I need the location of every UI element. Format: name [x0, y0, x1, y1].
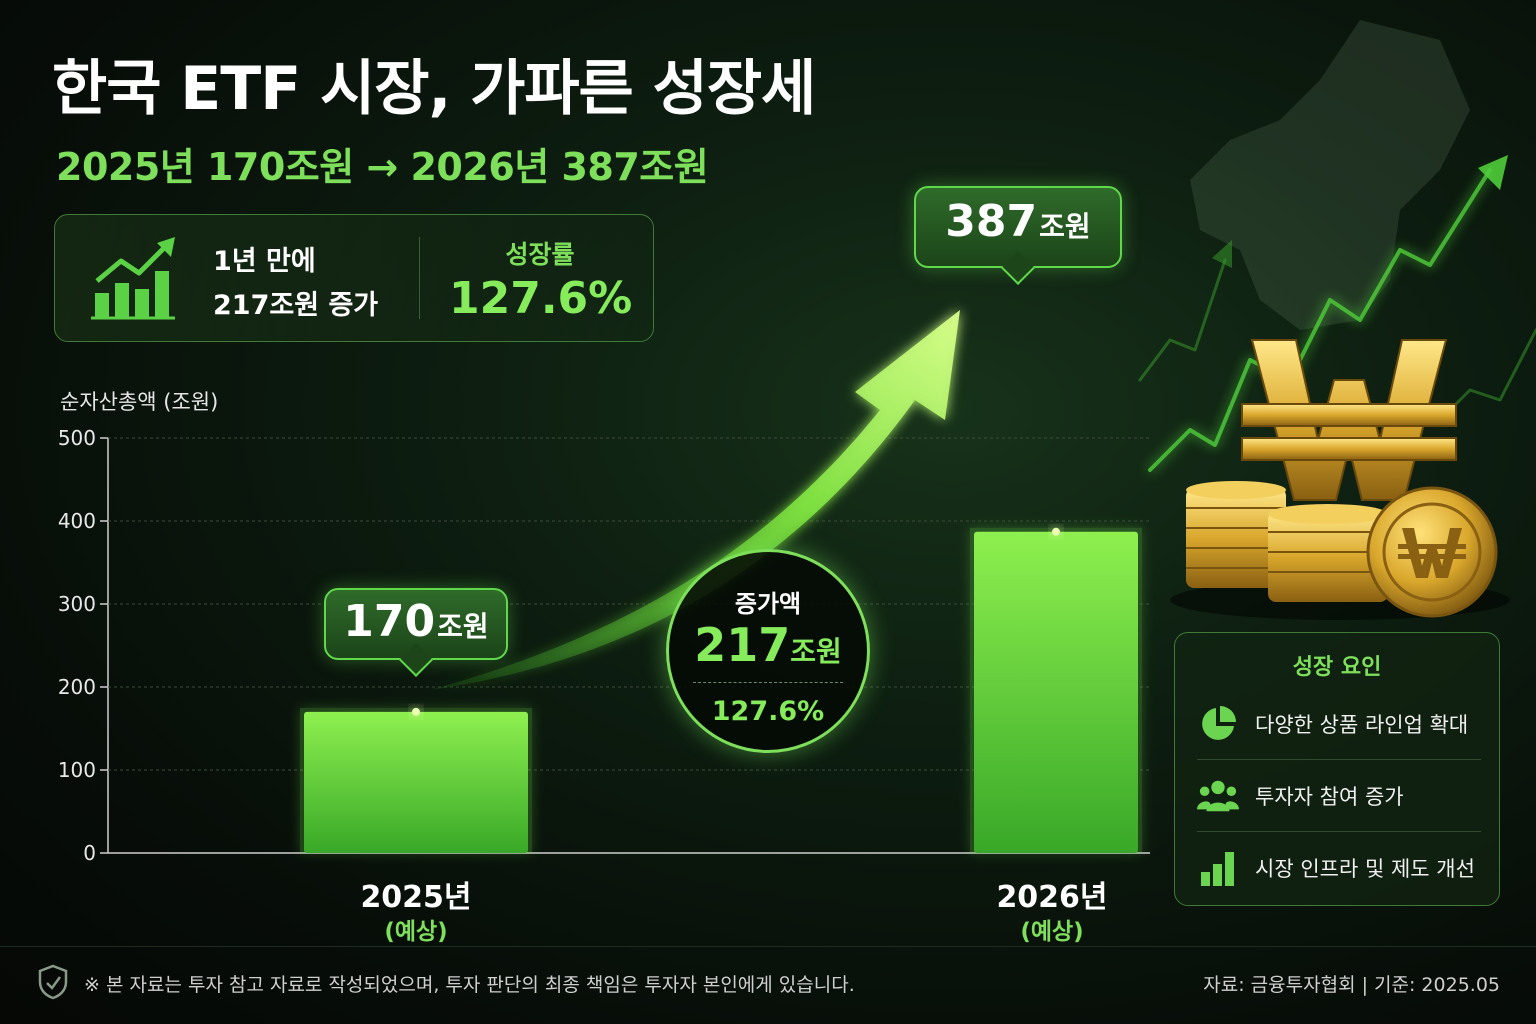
- y-tick-label-200: 200: [58, 675, 96, 699]
- page-subtitle: 2025년 170조원 → 2026년 387조원: [56, 145, 709, 189]
- y-tick-label-400: 400: [58, 509, 96, 533]
- map-silhouette-icon: [1190, 20, 1470, 330]
- factor-item: 투자자 참여 증가: [1197, 761, 1481, 831]
- factor-item: 다양한 상품 라인업 확대: [1197, 689, 1481, 759]
- x-tick-sub-2025: (예상): [384, 919, 448, 945]
- chart-bars: [300, 527, 1142, 853]
- bar-value-callout-2026: 387 조원: [914, 186, 1122, 268]
- y-tick-label-300: 300: [58, 592, 96, 616]
- footer-divider: [0, 946, 1536, 947]
- gold-won-coins-icon: [1170, 339, 1510, 620]
- bar-chart-up-icon: [91, 237, 175, 320]
- increase-value: 217조원: [669, 618, 867, 672]
- bar-value-unit-2026: 조원: [1039, 210, 1091, 243]
- summary-divider: [419, 237, 420, 319]
- people-icon: [1197, 780, 1239, 812]
- factor-label: 시장 인프라 및 제도 개선: [1255, 857, 1475, 881]
- factor-divider: [1197, 831, 1481, 832]
- factor-label: 투자자 참여 증가: [1255, 785, 1404, 809]
- page-title: 한국 ETF 시장, 가파른 성장세: [52, 54, 816, 124]
- factor-divider: [1197, 759, 1481, 760]
- factor-item: 시장 인프라 및 제도 개선: [1197, 833, 1481, 903]
- y-tick-label-500: 500: [58, 426, 96, 450]
- y-tick-label-100: 100: [58, 758, 96, 782]
- increase-badge: 증가액 217조원 127.6%: [666, 549, 870, 753]
- summary-period: 1년 만에: [213, 246, 316, 277]
- footer-disclaimer: ※ 본 자료는 투자 참고 자료로 작성되었으며, 투자 판단의 최종 책임은 …: [84, 974, 855, 996]
- summary-box: 1년 만에 217조원 증가 성장률 127.6%: [54, 214, 654, 342]
- factor-label: 다양한 상품 라인업 확대: [1255, 713, 1469, 737]
- shield-icon: [38, 964, 68, 1000]
- growth-rate-value: 127.6%: [449, 273, 633, 324]
- bar-2025년: [304, 711, 528, 853]
- bar-value-label-2026: 387: [945, 196, 1038, 247]
- increase-label: 증가액: [734, 590, 802, 618]
- increase-number: 217: [694, 618, 791, 672]
- pie-chart-icon: [1202, 706, 1236, 740]
- x-tick-label-2025: 2025년: [360, 880, 472, 915]
- y-axis-title: 순자산총액 (조원): [60, 390, 219, 414]
- increase-percent: 127.6%: [711, 696, 825, 727]
- bar-value-unit-2025: 조원: [437, 610, 489, 643]
- x-tick-sub-2026: (예상): [1020, 919, 1084, 945]
- bar-value-callout-2025: 170 조원: [324, 588, 508, 660]
- bar-2026년: [974, 531, 1138, 853]
- bar-top-marker-0: [412, 707, 420, 716]
- summary-increase: 217조원 증가: [213, 290, 379, 321]
- bar-value-label-2025: 170: [343, 596, 436, 647]
- increase-separator: [693, 682, 843, 683]
- growth-factors-title: 성장 요인: [1292, 655, 1382, 680]
- bar-top-marker-1: [1052, 527, 1060, 536]
- increase-unit: 조원: [790, 635, 842, 668]
- y-tick-label-0: 0: [83, 841, 96, 865]
- bar-chart-icon: [1201, 852, 1234, 886]
- growth-rate-label: 성장률: [505, 240, 575, 269]
- x-tick-label-2026: 2026년: [996, 880, 1108, 915]
- growth-factors-panel: 성장 요인 다양한 상품 라인업 확대 투자자 참여 증가: [1174, 632, 1500, 906]
- footer-source: 자료: 금융투자협회 | 기준: 2025.05: [1203, 974, 1500, 996]
